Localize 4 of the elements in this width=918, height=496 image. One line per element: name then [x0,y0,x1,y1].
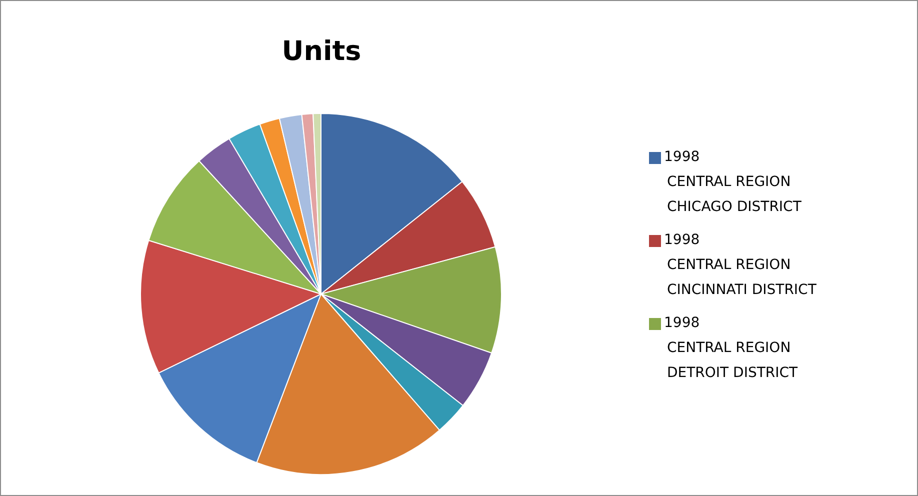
legend-label: 1998 CENTRAL REGION CINCINNATI DISTRICT [663,231,816,300]
legend-label: 1998 CENTRAL REGION CHICAGO DISTRICT [663,148,802,217]
chart-title: Units [280,36,362,67]
legend-label: 1998 CENTRAL REGION DETROIT DISTRICT [663,314,798,383]
